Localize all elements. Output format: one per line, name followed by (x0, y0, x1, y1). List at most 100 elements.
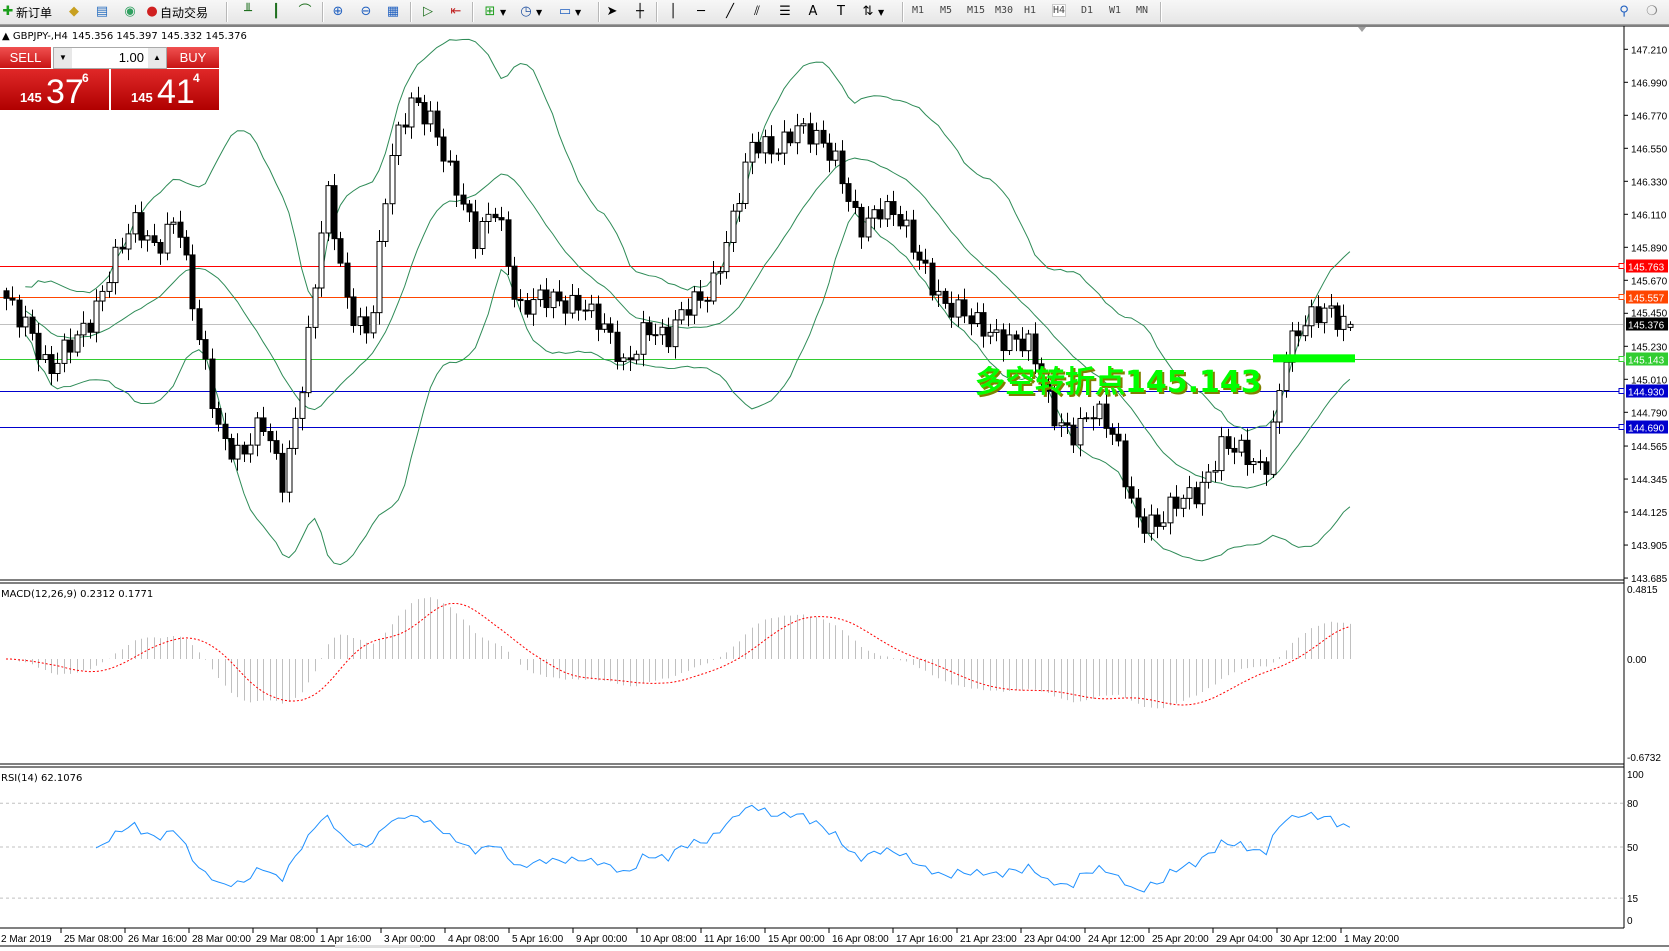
lot-size-input[interactable] (74, 49, 146, 65)
vertical-line-button[interactable]: │ (665, 2, 681, 22)
zoom-out-button[interactable]: ⊖ (358, 2, 374, 22)
timeframe-mn[interactable]: MN (1136, 5, 1149, 16)
sell-price-box[interactable]: 145 37 6 (0, 69, 109, 110)
horizontal-line-button[interactable]: ─ (693, 2, 709, 22)
bollinger-upper-band (25, 38, 1351, 432)
timeframe-m1[interactable]: M1 (912, 5, 925, 16)
timeframe-w1[interactable]: W1 (1109, 5, 1122, 16)
candle-body (1295, 330, 1302, 337)
chart-shift-icon: ⇤ (450, 4, 462, 19)
trendline-icon: ╱ (726, 4, 734, 19)
buy-price-box[interactable]: 145 41 4 (111, 69, 219, 110)
auto-trading-button[interactable]: ● 自动交易 (144, 2, 208, 22)
text-button[interactable]: A (805, 2, 821, 22)
line-anchor-icon (1618, 294, 1625, 300)
increase-lot-button[interactable]: ▲ (148, 48, 166, 68)
vertical-line-icon: │ (669, 4, 677, 19)
fibonacci-button[interactable]: ☰ (777, 2, 793, 22)
new-order-button[interactable]: ✚ 新订单 (0, 2, 52, 22)
search-icon: ⚲ (1619, 4, 1629, 19)
periods-button[interactable]: ◷ ▼ (518, 2, 542, 22)
lot-size-stepper[interactable]: ▼ ▲ (53, 47, 167, 69)
chart-shift-button[interactable]: ⇤ (448, 2, 464, 22)
candle-body (337, 238, 344, 264)
line-chart-button[interactable]: ⌒ (297, 2, 313, 22)
chat-button[interactable]: ❍ (1644, 2, 1660, 22)
timeframe-h4[interactable]: H4 (1051, 4, 1067, 17)
time-axis-label: 9 Apr 00:00 (576, 934, 628, 945)
candle-body (382, 203, 389, 242)
candle-body (537, 289, 544, 301)
candle-body (993, 329, 1000, 333)
chevron-down-icon: ▼ (575, 7, 582, 17)
buy-big-figure: 145 (131, 90, 153, 105)
candle-body (1038, 363, 1045, 385)
data-window-button[interactable]: ▤ (94, 2, 110, 22)
macd-signal-line (5, 602, 1351, 706)
candle-body (762, 136, 769, 154)
candle-body (93, 300, 100, 333)
autoscroll-button[interactable]: ▷ (420, 2, 436, 22)
candle-body (3, 290, 10, 299)
indicators-button[interactable]: ⊞ ▼ (482, 2, 507, 22)
tile-windows-button[interactable]: ▦ (385, 2, 401, 22)
timeframe-m5[interactable]: M5 (940, 5, 953, 16)
candle-body (389, 155, 396, 205)
text-label-button[interactable]: T (833, 2, 849, 22)
line-anchor-icon (1618, 424, 1625, 430)
candle-body (948, 302, 955, 318)
candle-body (672, 319, 679, 348)
time-axis-label: 23 Apr 04:00 (1024, 934, 1081, 945)
candle-body (138, 212, 145, 241)
candle-body (730, 210, 737, 244)
equidistant-channel-button[interactable]: ⫽ (749, 2, 765, 22)
navigator-button[interactable]: ◉ (122, 2, 138, 22)
timeframe-m15[interactable]: M15 (967, 5, 986, 16)
buy-button[interactable]: BUY (167, 47, 219, 68)
price-axis-label: 146.770 (1631, 111, 1668, 122)
candle-body (955, 299, 962, 318)
candle-body (659, 326, 666, 336)
candle-body (286, 447, 293, 493)
candle-body (222, 423, 229, 440)
bollinger-middle-band (25, 157, 1351, 489)
market-watch-button[interactable]: ◆ (66, 2, 82, 22)
sell-button[interactable]: SELL (0, 47, 51, 68)
arrows-button[interactable]: ⇅ ▼ (860, 2, 885, 22)
horizontal-scrollbar-thumb[interactable] (335, 945, 420, 948)
timeframe-h1[interactable]: H1 (1024, 5, 1037, 16)
candle-body (704, 299, 711, 302)
bar-chart-button[interactable]: ╨ (240, 2, 256, 22)
candle-body (1270, 421, 1277, 475)
candle-body (1070, 424, 1077, 446)
candle-body (1090, 417, 1097, 420)
trendline-button[interactable]: ╱ (722, 2, 738, 22)
candle-body (794, 125, 801, 144)
clock-icon: ◷ (520, 4, 532, 19)
candle-body (189, 254, 196, 310)
rsi-axis-label: 15 (1627, 894, 1639, 905)
timeframe-d1[interactable]: D1 (1081, 5, 1094, 16)
new-order-icon: ✚ (2, 4, 14, 19)
crosshair-button[interactable]: ┼ (632, 2, 648, 22)
cursor-button[interactable]: ➤ (604, 2, 620, 22)
templates-button[interactable]: ▭ ▼ (557, 2, 581, 22)
data-window-icon: ▤ (95, 4, 109, 19)
candlestick-button[interactable]: ┃ (268, 2, 284, 22)
zoom-in-button[interactable]: ⊕ (330, 2, 346, 22)
candle-body (209, 358, 216, 410)
candle-body (144, 235, 151, 241)
candle-body (299, 392, 306, 419)
search-button[interactable]: ⚲ (1616, 2, 1632, 22)
rsi-axis-label: 0 (1627, 916, 1633, 927)
template-icon: ▭ (558, 4, 572, 19)
buy-pips: 41 (157, 73, 195, 111)
bar-chart-icon: ╨ (244, 4, 252, 19)
decrease-lot-button[interactable]: ▼ (54, 48, 72, 68)
candle-body (1315, 306, 1322, 324)
price-axis-label: 145.450 (1631, 309, 1668, 320)
candle-body (768, 136, 775, 155)
candle-body (1045, 383, 1052, 392)
timeframe-m30[interactable]: M30 (995, 5, 1014, 16)
